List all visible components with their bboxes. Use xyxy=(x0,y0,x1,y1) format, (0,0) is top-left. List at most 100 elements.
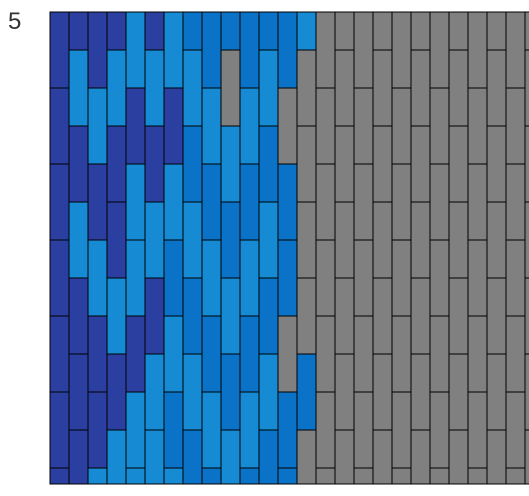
brick-17-1 xyxy=(372,49,393,127)
brick-12-3 xyxy=(277,239,298,317)
brick-19-4 xyxy=(410,277,431,355)
brick-6-4 xyxy=(163,315,184,393)
brick-0-1 xyxy=(49,87,70,165)
brick-18-2 xyxy=(391,163,412,241)
brick-3-0 xyxy=(106,11,127,51)
brick-0-3 xyxy=(49,239,70,317)
brick-24-4 xyxy=(505,315,526,393)
brick-16-6 xyxy=(353,467,374,485)
brick-14-2 xyxy=(315,163,336,241)
brick-3-2 xyxy=(106,125,127,203)
brick-9-0 xyxy=(220,11,241,51)
brick-1-2 xyxy=(68,125,89,203)
brick-19-3 xyxy=(410,201,431,279)
brick-13-2 xyxy=(296,125,317,203)
brick-2-3 xyxy=(87,239,108,317)
brick-8-5 xyxy=(201,391,222,469)
brick-22-4 xyxy=(467,315,488,393)
brick-6-2 xyxy=(163,163,184,241)
brick-19-1 xyxy=(410,49,431,127)
brick-18-3 xyxy=(391,239,412,317)
brick-0-2 xyxy=(49,163,70,241)
brick-6-1 xyxy=(163,87,184,165)
brick-15-1 xyxy=(334,49,355,127)
brick-11-6 xyxy=(258,429,279,485)
brick-14-4 xyxy=(315,315,336,393)
brick-14-3 xyxy=(315,239,336,317)
brick-9-1 xyxy=(220,49,241,127)
brick-22-3 xyxy=(467,239,488,317)
brick-16-0 xyxy=(353,11,374,89)
brick-11-1 xyxy=(258,49,279,127)
brick-8-2 xyxy=(201,163,222,241)
brick-7-1 xyxy=(182,49,203,127)
brick-25-2 xyxy=(524,125,529,203)
brick-24-0 xyxy=(505,11,526,89)
brick-23-2 xyxy=(486,125,507,203)
brick-25-1 xyxy=(524,49,529,127)
brick-19-5 xyxy=(410,353,431,431)
brick-8-0 xyxy=(201,11,222,89)
brick-7-4 xyxy=(182,277,203,355)
brick-0-6 xyxy=(49,467,70,485)
brick-16-2 xyxy=(353,163,374,241)
brick-25-5 xyxy=(524,353,529,431)
brick-11-5 xyxy=(258,353,279,431)
brick-10-5 xyxy=(239,391,260,469)
brick-3-1 xyxy=(106,49,127,127)
brick-6-3 xyxy=(163,239,184,317)
brick-18-4 xyxy=(391,315,412,393)
brick-5-1 xyxy=(144,49,165,127)
brick-1-5 xyxy=(68,353,89,431)
brick-13-1 xyxy=(296,49,317,127)
brick-24-5 xyxy=(505,391,526,469)
brick-1-3 xyxy=(68,201,89,279)
brick-22-0 xyxy=(467,11,488,89)
brick-5-4 xyxy=(144,277,165,355)
brick-23-4 xyxy=(486,277,507,355)
brick-2-6 xyxy=(87,467,108,485)
brick-7-3 xyxy=(182,201,203,279)
brick-16-4 xyxy=(353,315,374,393)
brick-4-1 xyxy=(125,87,146,165)
brick-22-6 xyxy=(467,467,488,485)
brick-2-1 xyxy=(87,87,108,165)
brick-9-3 xyxy=(220,201,241,279)
brick-5-2 xyxy=(144,125,165,203)
brick-10-1 xyxy=(239,87,260,165)
brick-7-5 xyxy=(182,353,203,431)
brick-17-4 xyxy=(372,277,393,355)
brick-16-5 xyxy=(353,391,374,469)
brick-4-3 xyxy=(125,239,146,317)
brick-8-6 xyxy=(201,467,222,485)
brick-1-1 xyxy=(68,49,89,127)
brick-5-5 xyxy=(144,353,165,431)
brick-7-0 xyxy=(182,11,203,51)
brick-9-4 xyxy=(220,277,241,355)
brick-15-3 xyxy=(334,201,355,279)
brick-11-3 xyxy=(258,201,279,279)
brick-14-1 xyxy=(315,87,336,165)
brick-20-0 xyxy=(429,11,450,89)
brick-9-2 xyxy=(220,125,241,203)
brick-21-0 xyxy=(448,11,469,51)
brick-18-5 xyxy=(391,391,412,469)
brick-18-0 xyxy=(391,11,412,89)
brick-3-4 xyxy=(106,277,127,355)
brick-4-5 xyxy=(125,391,146,469)
brick-15-0 xyxy=(334,11,355,51)
brick-3-3 xyxy=(106,201,127,279)
brick-25-0 xyxy=(524,11,529,51)
brick-12-2 xyxy=(277,163,298,241)
brick-10-4 xyxy=(239,315,260,393)
brick-25-6 xyxy=(524,429,529,485)
brick-21-2 xyxy=(448,125,469,203)
brick-10-6 xyxy=(239,467,260,485)
brick-18-1 xyxy=(391,87,412,165)
brick-14-6 xyxy=(315,467,336,485)
brick-22-1 xyxy=(467,87,488,165)
brick-24-1 xyxy=(505,87,526,165)
brick-23-5 xyxy=(486,353,507,431)
brick-4-6 xyxy=(125,467,146,485)
